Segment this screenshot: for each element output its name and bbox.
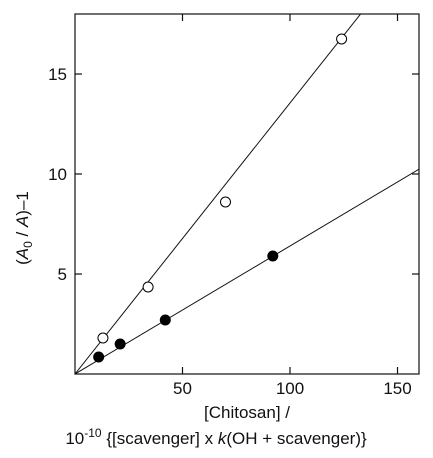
- open-circle-point: [97, 332, 109, 344]
- plot-area: 50 100 150 5 10 15: [48, 13, 420, 398]
- y-label-part-subscript: 0: [21, 241, 35, 248]
- x-tick-label: 100: [276, 379, 304, 398]
- y-tick-label: 5: [58, 265, 67, 284]
- y-label-part-a: A: [13, 216, 32, 228]
- filled-circle-point: [267, 250, 279, 262]
- plot-frame: [74, 13, 420, 375]
- x-label-part-base: 10: [65, 429, 84, 448]
- y-label-part-close: )–1: [13, 191, 32, 216]
- y-label-part-a0: A: [13, 248, 32, 260]
- y-label-part-slash: /: [13, 227, 32, 241]
- open-circle-point: [142, 281, 154, 293]
- x-axis-label-line-2: 10-10 {[scavenger] x k(OH + scavenger)}: [65, 426, 367, 448]
- y-axis-label: (A0 / A)–1: [13, 191, 35, 265]
- filled-circle-point: [159, 314, 171, 326]
- y-label-part-open: (: [13, 259, 32, 265]
- fit-line-series-2: [75, 168, 419, 374]
- filled-circle-point: [93, 351, 105, 363]
- open-circle-point: [336, 33, 348, 45]
- fit-line-series-1: [75, 14, 362, 374]
- y-tick-label: 10: [48, 165, 67, 184]
- x-label-part-exponent: -10: [84, 426, 102, 440]
- filled-circle-point: [114, 338, 126, 350]
- x-label-part-k: k: [218, 429, 228, 448]
- x-tick-label: 50: [173, 379, 192, 398]
- y-tick-label: 15: [48, 65, 67, 84]
- open-circle-point: [220, 196, 231, 208]
- x-axis-label-line-1: [Chitosan] /: [204, 403, 290, 422]
- x-label-part-oh: (OH + scavenger)}: [226, 429, 367, 448]
- x-tick-label: 150: [383, 379, 411, 398]
- x-label-part-scavenger: {[scavenger] x: [102, 429, 218, 448]
